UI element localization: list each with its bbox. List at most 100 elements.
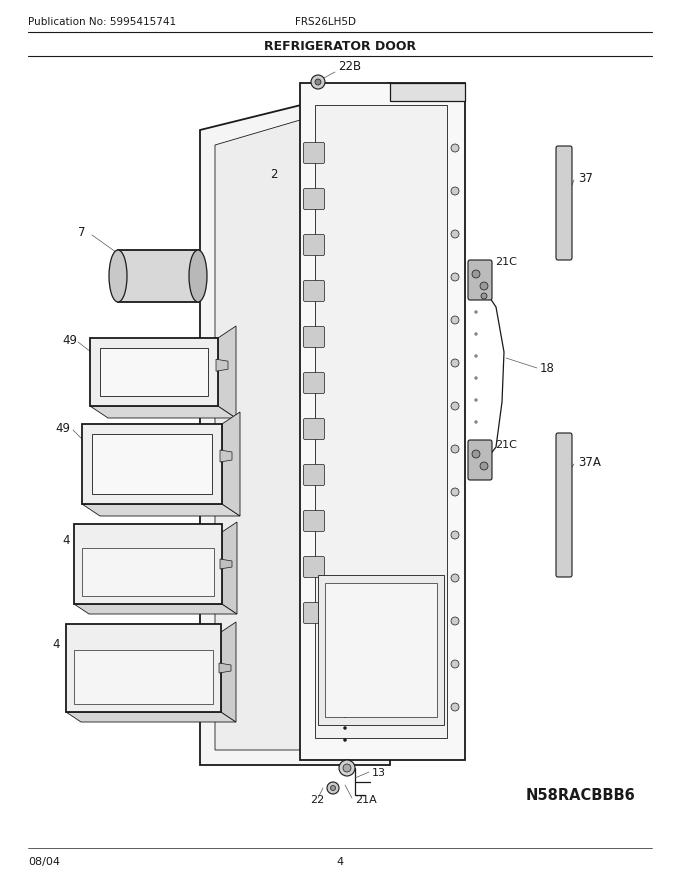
Polygon shape xyxy=(325,583,437,717)
Polygon shape xyxy=(82,504,240,516)
Circle shape xyxy=(343,738,347,742)
FancyBboxPatch shape xyxy=(468,440,492,480)
Circle shape xyxy=(475,311,477,313)
Polygon shape xyxy=(318,575,444,725)
FancyBboxPatch shape xyxy=(303,603,324,624)
FancyBboxPatch shape xyxy=(468,260,492,300)
Text: 4: 4 xyxy=(62,533,69,546)
Circle shape xyxy=(472,450,480,458)
FancyBboxPatch shape xyxy=(303,556,324,577)
Text: 22B: 22B xyxy=(338,61,361,74)
Circle shape xyxy=(472,270,480,278)
Text: 7: 7 xyxy=(78,226,86,239)
FancyBboxPatch shape xyxy=(556,433,572,577)
Circle shape xyxy=(451,445,459,453)
Polygon shape xyxy=(215,98,375,750)
Circle shape xyxy=(480,282,488,290)
Text: 21C: 21C xyxy=(495,257,517,267)
Circle shape xyxy=(451,316,459,324)
Circle shape xyxy=(475,355,477,357)
Polygon shape xyxy=(118,250,198,302)
Text: 49: 49 xyxy=(55,422,70,435)
Text: 15: 15 xyxy=(408,104,423,116)
Circle shape xyxy=(481,293,487,299)
FancyBboxPatch shape xyxy=(303,234,324,255)
Circle shape xyxy=(475,333,477,335)
Polygon shape xyxy=(100,348,208,396)
Polygon shape xyxy=(216,359,228,371)
Circle shape xyxy=(330,786,335,790)
Circle shape xyxy=(311,75,325,89)
Polygon shape xyxy=(221,622,236,722)
Text: 18: 18 xyxy=(540,362,555,375)
Polygon shape xyxy=(222,412,240,516)
Circle shape xyxy=(343,702,347,706)
Polygon shape xyxy=(90,406,236,418)
Text: N58RACBBB6: N58RACBBB6 xyxy=(525,788,635,803)
FancyBboxPatch shape xyxy=(303,326,324,348)
Polygon shape xyxy=(300,83,465,760)
FancyBboxPatch shape xyxy=(303,188,324,209)
Circle shape xyxy=(343,727,347,730)
Circle shape xyxy=(451,488,459,496)
Circle shape xyxy=(451,703,459,711)
FancyBboxPatch shape xyxy=(303,143,324,164)
Polygon shape xyxy=(74,604,237,614)
FancyBboxPatch shape xyxy=(303,372,324,393)
Text: REFRIGERATOR DOOR: REFRIGERATOR DOOR xyxy=(264,40,416,53)
Polygon shape xyxy=(92,434,212,494)
Polygon shape xyxy=(90,338,218,406)
Ellipse shape xyxy=(109,250,127,302)
Text: 22: 22 xyxy=(310,795,324,805)
Text: 21A: 21A xyxy=(355,795,377,805)
Circle shape xyxy=(451,660,459,668)
Polygon shape xyxy=(66,624,221,712)
Polygon shape xyxy=(219,663,231,673)
Text: Publication No: 5995415741: Publication No: 5995415741 xyxy=(28,17,176,27)
Text: 13: 13 xyxy=(372,768,386,778)
FancyBboxPatch shape xyxy=(303,510,324,532)
Ellipse shape xyxy=(189,250,207,302)
Circle shape xyxy=(343,715,347,717)
Text: 49: 49 xyxy=(62,334,77,347)
Circle shape xyxy=(451,531,459,539)
Text: 37A: 37A xyxy=(578,456,601,468)
Text: 4: 4 xyxy=(337,857,343,867)
Polygon shape xyxy=(74,524,222,604)
Text: 21C: 21C xyxy=(495,440,517,450)
Text: 4: 4 xyxy=(52,639,60,651)
FancyBboxPatch shape xyxy=(303,465,324,486)
Circle shape xyxy=(451,273,459,281)
Circle shape xyxy=(475,399,477,401)
Polygon shape xyxy=(82,424,222,504)
Circle shape xyxy=(475,377,477,379)
Circle shape xyxy=(315,79,321,85)
Text: 08/04: 08/04 xyxy=(28,857,60,867)
Polygon shape xyxy=(200,83,390,765)
Circle shape xyxy=(451,617,459,625)
Text: 2: 2 xyxy=(270,168,277,181)
Circle shape xyxy=(343,764,351,772)
Polygon shape xyxy=(82,548,214,596)
FancyBboxPatch shape xyxy=(303,419,324,439)
Circle shape xyxy=(339,760,355,776)
FancyBboxPatch shape xyxy=(303,281,324,302)
Text: 37: 37 xyxy=(578,172,593,185)
Circle shape xyxy=(475,421,477,423)
Text: FRS26LH5D: FRS26LH5D xyxy=(295,17,356,27)
Circle shape xyxy=(327,782,339,794)
Polygon shape xyxy=(218,326,236,418)
FancyBboxPatch shape xyxy=(556,146,572,260)
Circle shape xyxy=(451,359,459,367)
Polygon shape xyxy=(66,712,236,722)
Polygon shape xyxy=(315,105,447,738)
Circle shape xyxy=(480,462,488,470)
Polygon shape xyxy=(222,522,237,614)
Polygon shape xyxy=(220,559,232,569)
Polygon shape xyxy=(74,650,213,704)
Circle shape xyxy=(451,230,459,238)
Circle shape xyxy=(451,144,459,152)
Polygon shape xyxy=(220,450,232,462)
Circle shape xyxy=(451,402,459,410)
Circle shape xyxy=(451,187,459,195)
